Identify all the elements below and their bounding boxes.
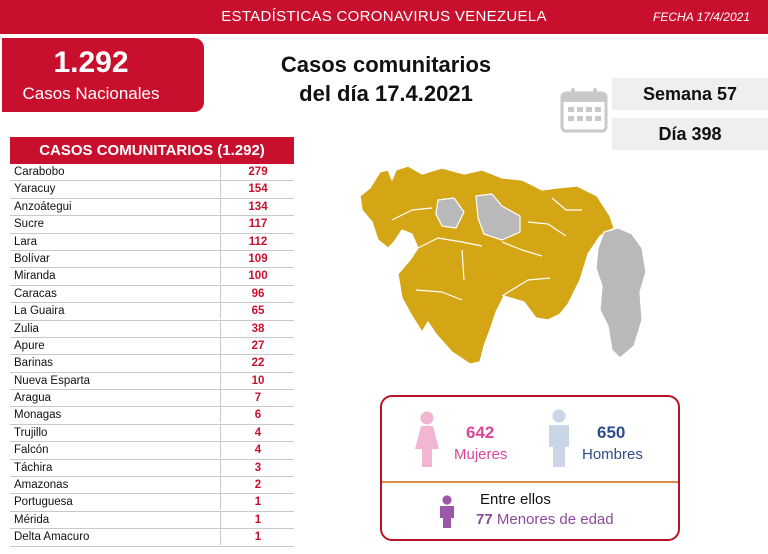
headline-line2: del día 17.4.2021 (299, 81, 473, 106)
state-cases: 38 (220, 320, 295, 337)
national-cases-total: 1.292 (53, 46, 129, 79)
state-name: Táchira (14, 461, 53, 474)
men-label: Hombres (582, 446, 643, 463)
state-cases: 4 (220, 424, 295, 441)
state-name: Anzoátegui (14, 200, 72, 213)
state-name: Monagas (14, 409, 62, 422)
state-cases: 7 (220, 390, 295, 407)
national-cases-label: Casos Nacionales (22, 84, 160, 103)
week-box: Semana 57 (612, 78, 768, 110)
header-bar: ESTADÍSTICAS CORONAVIRUS VENEZUELA FECHA… (0, 0, 768, 34)
headline: Casos comunitarios del día 17.4.2021 (250, 50, 522, 108)
table-row: Falcón 4 (10, 442, 295, 460)
state-cases: 1 (220, 529, 295, 546)
table-row: Amazonas 2 (10, 477, 295, 495)
state-name: Apure (14, 339, 45, 352)
minors-count: 77 (476, 511, 493, 528)
state-name: Delta Amacuro (14, 531, 90, 544)
table-row: Trujillo 4 (10, 424, 295, 443)
state-name: Trujillo (14, 426, 48, 439)
state-cases: 2 (220, 477, 295, 494)
table-row: Bolívar 109 (10, 250, 295, 269)
table-row: Portuguesa 1 (10, 494, 295, 512)
map-affected-region (359, 165, 615, 365)
state-name: Barinas (14, 357, 53, 370)
state-cases: 10 (220, 372, 295, 389)
state-cases: 117 (220, 216, 295, 233)
women-label: Mujeres (454, 446, 508, 463)
gender-summary-box: 642 Mujeres 650 Hombres Entre ellos 77 M… (380, 395, 680, 541)
header-title: ESTADÍSTICAS CORONAVIRUS VENEZUELA (221, 8, 547, 25)
state-cases: 134 (220, 198, 295, 215)
man-icon (549, 409, 569, 467)
cases-table-header: CASOS COMUNITARIOS (1.292) (10, 137, 294, 164)
state-name: Falcón (14, 444, 49, 457)
day-box: Día 398 (612, 118, 768, 150)
table-row: Aragua 7 (10, 390, 295, 408)
table-row: Sucre 117 (10, 216, 295, 234)
minors-line: 77 Menores de edad (476, 511, 614, 528)
cases-table-body: Carabobo 279 Yaracuy 154 Anzoátegui 134 Suc… (10, 164, 294, 547)
table-row: Yaracuy 154 (10, 181, 295, 199)
table-row: Barinas 22 (10, 355, 295, 373)
state-cases: 3 (220, 459, 295, 476)
state-cases: 65 (220, 303, 295, 320)
state-cases: 6 (220, 407, 295, 424)
state-cases: 1 (220, 511, 295, 528)
state-name: Yaracuy (14, 183, 56, 196)
calendar-icon (560, 88, 608, 133)
gender-divider (382, 481, 678, 483)
state-cases: 279 (220, 164, 295, 180)
headline-line1: Casos comunitarios (280, 52, 492, 77)
table-row: Mérida 1 (10, 511, 295, 530)
map-unaffected-region-lara (435, 197, 465, 229)
state-cases: 22 (220, 355, 295, 372)
state-name: Portuguesa (14, 496, 73, 509)
women-count: 642 (466, 423, 495, 442)
state-name: Aragua (14, 392, 52, 405)
state-name: Mérida (14, 513, 50, 526)
cases-table: CASOS COMUNITARIOS (1.292) Carabobo 279 Y… (10, 137, 294, 547)
state-cases: 112 (220, 233, 295, 250)
table-row: Carabobo 279 (10, 164, 295, 182)
state-cases: 96 (220, 285, 295, 302)
state-cases: 27 (220, 337, 295, 354)
woman-icon (415, 411, 439, 467)
table-row: Miranda 100 (10, 268, 295, 286)
state-name: Bolívar (14, 252, 50, 265)
state-name: Caracas (14, 287, 57, 300)
state-cases: 154 (220, 181, 295, 198)
state-name: Carabobo (14, 166, 65, 178)
venezuela-map (359, 165, 647, 365)
state-cases: 109 (220, 250, 295, 267)
state-name: La Guaira (14, 305, 65, 318)
state-name: Miranda (14, 270, 56, 283)
among-them-label: Entre ellos (480, 491, 551, 508)
state-name: Amazonas (14, 479, 69, 492)
table-row: Anzoátegui 134 (10, 198, 295, 217)
table-row: La Guaira 65 (10, 303, 295, 321)
table-row: Lara 112 (10, 233, 295, 251)
table-row: Nueva Esparta 10 (10, 372, 295, 391)
table-row: Apure 27 (10, 337, 295, 356)
state-cases: 1 (220, 494, 295, 511)
map-unaffected-region-delta (595, 227, 647, 359)
header-date: FECHA 17/4/2021 (653, 10, 750, 24)
men-count: 650 (597, 423, 626, 442)
state-name: Sucre (14, 218, 45, 231)
state-name: Nueva Esparta (14, 374, 91, 387)
table-row: Monagas 6 (10, 407, 295, 425)
state-name: Lara (14, 235, 38, 248)
table-row: Zulia 38 (10, 320, 295, 338)
state-cases: 100 (220, 268, 295, 285)
table-row: Delta Amacuro 1 (10, 529, 295, 547)
state-cases: 4 (220, 442, 295, 459)
map-unaffected-region-central (475, 193, 521, 241)
table-row: Caracas 96 (10, 285, 295, 304)
state-name: Zulia (14, 322, 39, 335)
child-icon (440, 495, 454, 528)
national-cases-card: 1.292 Casos Nacionales (2, 38, 204, 112)
minors-label: Menores de edad (496, 511, 614, 528)
table-row: Táchira 3 (10, 459, 295, 478)
